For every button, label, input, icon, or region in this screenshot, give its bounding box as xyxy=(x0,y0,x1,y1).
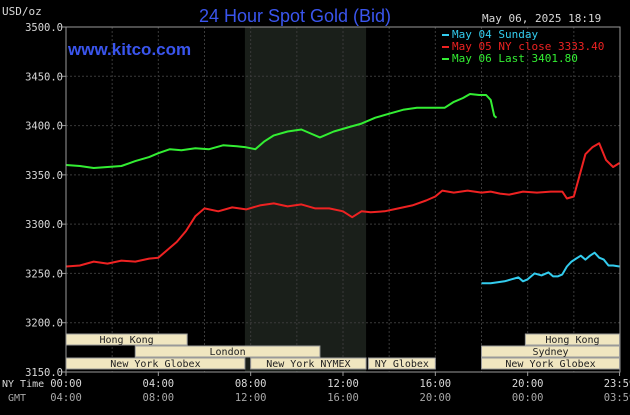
session-label: New York Globex xyxy=(110,359,200,370)
y-tick-label: 3150.0 xyxy=(25,367,63,379)
session-box xyxy=(367,357,436,370)
x-tick-label-ny: 00:00 xyxy=(50,378,82,390)
session-label: NY Globex xyxy=(375,359,429,370)
x-tick-label-ny: 04:00 xyxy=(143,378,175,390)
session-label: Hong Kong xyxy=(545,335,599,346)
session-box xyxy=(134,345,321,358)
series-line-0 xyxy=(481,251,620,285)
legend-label: May 04 Sunday xyxy=(452,28,538,41)
x-tick-label-ny: 20:00 xyxy=(512,378,544,390)
y-tick-label: 3300.0 xyxy=(25,219,63,231)
x-tick-label-gmt: 16:00 xyxy=(327,392,359,404)
x-tick-label-gmt: 20:00 xyxy=(420,392,452,404)
x-tick-label-gmt: 04:00 xyxy=(50,392,82,404)
session-label: London xyxy=(210,347,246,358)
series-line-1 xyxy=(65,142,621,268)
session-label: New York NYMEX xyxy=(266,359,350,370)
y-tick-label: 3250.0 xyxy=(25,268,63,280)
legend-label: May 05 NY close 3333.40 xyxy=(452,40,604,53)
session-label: Sydney xyxy=(532,347,568,358)
session-label: Hong Kong xyxy=(100,335,154,346)
x-tick-label-gmt: 08:00 xyxy=(143,392,175,404)
x-row-label-ny: NY Time xyxy=(2,379,44,390)
x-tick-label-gmt: 00:00 xyxy=(512,392,544,404)
y-tick-label: 3350.0 xyxy=(25,170,63,182)
date-stamp: May 06, 2025 18:19 xyxy=(482,12,601,25)
session-label: New York Globex xyxy=(505,359,595,370)
source-watermark: www.kitco.com xyxy=(67,40,191,59)
session-box xyxy=(250,357,367,370)
x-tick-label-ny: 16:00 xyxy=(420,378,452,390)
chart-title: 24 Hour Spot Gold (Bid) xyxy=(199,6,391,26)
y-tick-label: 3500.0 xyxy=(25,22,63,34)
x-row-label-gmt: GMT xyxy=(8,393,26,404)
x-tick-label-ny: 08:00 xyxy=(235,378,267,390)
y-tick-label: 3400.0 xyxy=(25,121,63,133)
x-tick-label-ny: 23:59 xyxy=(604,378,630,390)
y-tick-label: 3200.0 xyxy=(25,318,63,330)
nymex-session-shade xyxy=(244,27,367,372)
x-tick-label-gmt: 03:59 xyxy=(604,392,630,404)
x-tick-label-ny: 12:00 xyxy=(327,378,359,390)
series-line-2 xyxy=(65,93,498,169)
y-tick-label: 3450.0 xyxy=(25,71,63,83)
y-axis-label: USD/oz xyxy=(2,5,42,18)
x-tick-label-gmt: 12:00 xyxy=(235,392,267,404)
legend-label: May 06 Last 3401.80 xyxy=(452,52,578,65)
